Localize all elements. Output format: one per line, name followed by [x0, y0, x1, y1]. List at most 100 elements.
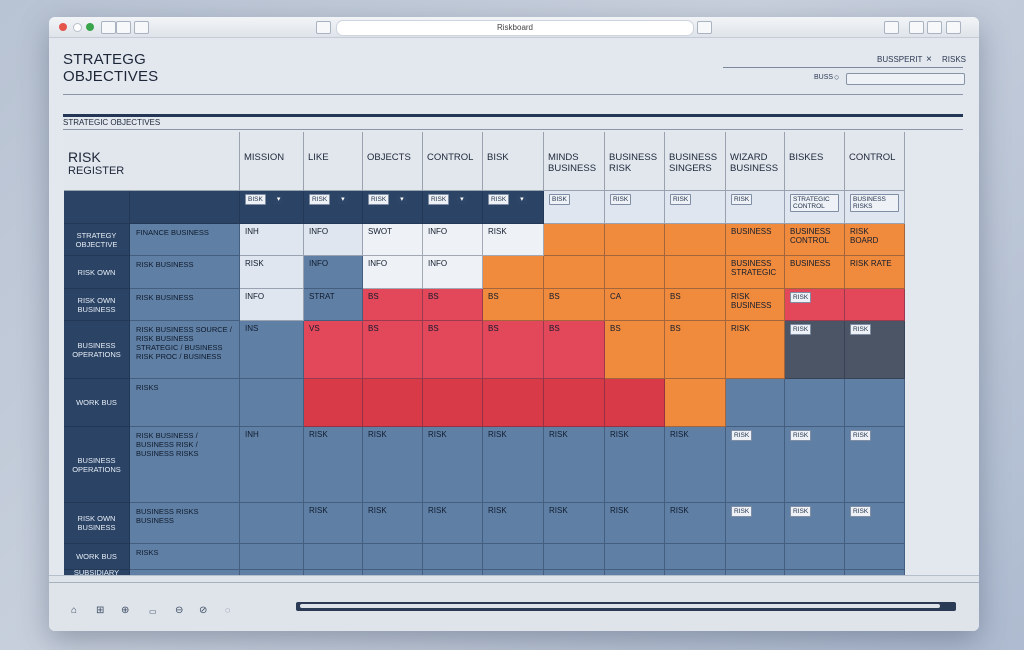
scrollbar-thumb[interactable]: [300, 604, 940, 608]
search-icon[interactable]: ○: [834, 72, 840, 82]
risk-cell[interactable]: RISK: [785, 503, 845, 544]
share-button[interactable]: [697, 21, 712, 34]
risk-cell[interactable]: RISK: [304, 503, 363, 544]
plus-icon[interactable]: ⊕: [121, 605, 130, 616]
column-sort-icon[interactable]: ▾: [457, 194, 467, 204]
column-label[interactable]: STRATEGIC CONTROL: [785, 191, 845, 224]
risk-cell[interactable]: RISK: [483, 503, 544, 544]
risk-cell[interactable]: [423, 379, 483, 427]
risk-cell[interactable]: RISK: [483, 224, 544, 256]
settings-icon[interactable]: ⊘: [199, 605, 208, 616]
sidebar-toggle-button[interactable]: [316, 21, 331, 34]
risk-cell[interactable]: INFO: [423, 224, 483, 256]
risk-cell[interactable]: INH: [240, 427, 304, 503]
risk-cell[interactable]: BS: [665, 289, 726, 321]
home-icon[interactable]: ⌂: [71, 605, 78, 616]
risk-cell[interactable]: BS: [665, 321, 726, 379]
row-label[interactable]: BUSINESS OPERATIONS: [64, 427, 130, 503]
risk-cell[interactable]: [483, 544, 544, 570]
risk-cell[interactable]: [845, 379, 905, 427]
risk-cell[interactable]: [544, 224, 605, 256]
risk-cell[interactable]: [483, 256, 544, 289]
tabs-button[interactable]: [884, 21, 899, 34]
risk-cell[interactable]: RISK: [483, 427, 544, 503]
column-label-chip[interactable]: STRATEGIC CONTROL: [790, 194, 839, 212]
risk-cell[interactable]: RISK: [544, 427, 605, 503]
risk-cell[interactable]: INFO: [423, 256, 483, 289]
risk-cell[interactable]: RISK: [845, 321, 905, 379]
risk-cell[interactable]: [726, 379, 785, 427]
risk-cell[interactable]: [544, 544, 605, 570]
column-label-chip[interactable]: RISK: [610, 194, 632, 205]
risk-cell[interactable]: RISK: [785, 289, 845, 321]
maximize-window-icon[interactable]: [86, 23, 94, 31]
risk-cell[interactable]: [845, 544, 905, 570]
column-label-chip[interactable]: RISK: [428, 194, 450, 205]
risk-cell[interactable]: RISK: [363, 427, 423, 503]
column-label[interactable]: RISK: [726, 191, 785, 224]
risk-cell[interactable]: INH: [240, 224, 304, 256]
minus-icon[interactable]: ⊖: [175, 605, 184, 616]
risk-cell[interactable]: BS: [363, 289, 423, 321]
risk-cell[interactable]: RISK: [363, 503, 423, 544]
risk-cell[interactable]: INFO: [304, 224, 363, 256]
risk-cell[interactable]: RISK RATE: [845, 256, 905, 289]
risk-cell[interactable]: BUSINESS CONTROL: [785, 224, 845, 256]
risk-cell[interactable]: RISK: [605, 503, 665, 544]
risk-cell[interactable]: [423, 544, 483, 570]
risk-cell[interactable]: RISK: [785, 427, 845, 503]
risk-cell[interactable]: [483, 379, 544, 427]
breadcrumb[interactable]: STRATEGIC OBJECTIVES: [63, 118, 161, 127]
risk-cell[interactable]: [785, 379, 845, 427]
row-label[interactable]: RISK OWN: [64, 256, 130, 289]
risk-cell[interactable]: RISK: [423, 503, 483, 544]
risk-cell[interactable]: [544, 256, 605, 289]
column-header[interactable]: CONTROL: [423, 132, 483, 191]
address-bar[interactable]: Riskboard: [336, 20, 694, 36]
risk-cell[interactable]: BUSINESS STRATEGIC: [726, 256, 785, 289]
column-header[interactable]: BISKES: [785, 132, 845, 191]
risk-cell[interactable]: [665, 379, 726, 427]
risk-cell[interactable]: [785, 544, 845, 570]
column-sort-icon[interactable]: ▾: [273, 194, 284, 204]
risk-cell[interactable]: BS: [423, 321, 483, 379]
risk-cell[interactable]: RISK: [785, 321, 845, 379]
row-label[interactable]: STRATEGY OBJECTIVE: [64, 224, 130, 256]
column-header[interactable]: MINDS BUSINESS: [544, 132, 605, 191]
risk-cell[interactable]: [363, 379, 423, 427]
row-label[interactable]: BUSINESS OPERATIONS: [64, 321, 130, 379]
risk-cell[interactable]: RISK BOARD: [845, 224, 905, 256]
column-label-chip[interactable]: RISK: [731, 194, 753, 205]
risk-cell[interactable]: [605, 379, 665, 427]
row-label[interactable]: WORK BUS: [64, 379, 130, 427]
risk-cell[interactable]: INFO: [363, 256, 423, 289]
risk-cell[interactable]: [240, 503, 304, 544]
risk-cell[interactable]: SWOT: [363, 224, 423, 256]
risk-cell[interactable]: RISK: [304, 427, 363, 503]
column-header[interactable]: BISK: [483, 132, 544, 191]
forward-button[interactable]: [116, 21, 131, 34]
risk-cell[interactable]: [605, 256, 665, 289]
back-button[interactable]: [101, 21, 116, 34]
risk-cell[interactable]: INS: [240, 321, 304, 379]
risk-cell[interactable]: BUSINESS: [726, 224, 785, 256]
globe-icon[interactable]: ◌: [225, 605, 231, 615]
column-label-chip[interactable]: BISK: [549, 194, 570, 205]
risk-cell[interactable]: BS: [544, 289, 605, 321]
minimize-window-icon[interactable]: [73, 23, 82, 32]
column-label-chip[interactable]: RISK: [368, 194, 390, 205]
search-input[interactable]: [846, 73, 965, 85]
row-label[interactable]: WORK BUS: [64, 544, 130, 570]
menu-button[interactable]: [946, 21, 961, 34]
downloads-button[interactable]: [927, 21, 942, 34]
risk-cell[interactable]: [665, 256, 726, 289]
risk-cell[interactable]: RISK: [726, 427, 785, 503]
risk-cell[interactable]: RISK: [726, 321, 785, 379]
column-header[interactable]: BUSINESS RISK: [605, 132, 665, 191]
column-label[interactable]: RISK ▾: [483, 191, 544, 224]
top-right-more[interactable]: RISKS: [942, 55, 967, 64]
risk-cell[interactable]: BS: [423, 289, 483, 321]
column-label-chip[interactable]: RISK: [309, 194, 331, 205]
close-window-icon[interactable]: [59, 23, 67, 31]
risk-cell[interactable]: RISK: [726, 503, 785, 544]
